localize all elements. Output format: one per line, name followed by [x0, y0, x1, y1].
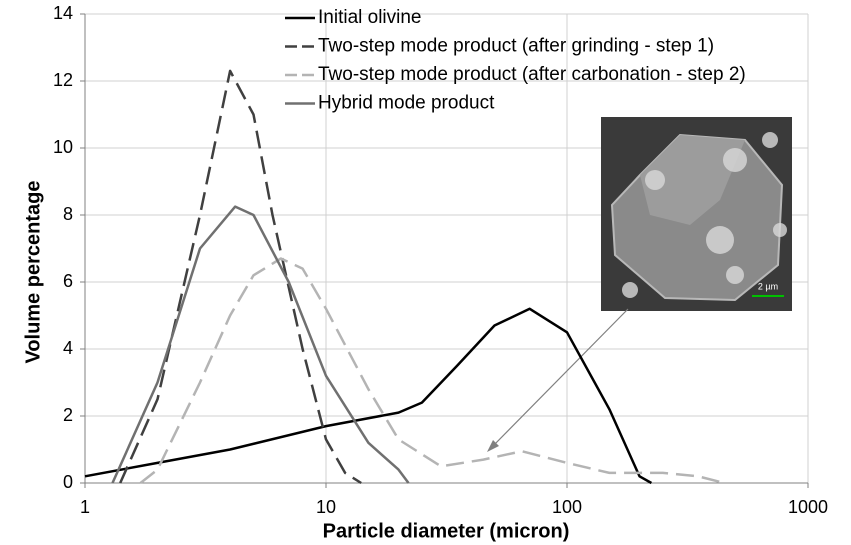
y-tick-label: 4 [63, 338, 73, 358]
data-line [119, 69, 362, 485]
arrow-head [487, 440, 499, 452]
y-tick-label: 2 [63, 405, 73, 425]
y-axis-label: Volume percentage [22, 180, 44, 363]
particle [706, 226, 734, 254]
x-axis-label: Particle diameter (micron) [323, 520, 570, 542]
y-tick-label: 12 [53, 70, 73, 90]
x-tick-label: 1000 [788, 497, 828, 517]
x-tick-label: 1 [80, 497, 90, 517]
y-tick-label: 14 [53, 3, 73, 23]
particle [645, 170, 665, 190]
data-line [84, 307, 653, 485]
particle [773, 223, 787, 237]
x-tick-label: 10 [316, 497, 336, 517]
inset-scale-label: 2 µm [758, 281, 778, 291]
annotation-arrow [489, 308, 629, 450]
crystal-face [640, 135, 745, 225]
y-tick-label: 0 [63, 472, 73, 492]
legend-label: Initial olivine [318, 7, 422, 28]
particle [762, 132, 778, 148]
particle [622, 282, 638, 298]
inset-image: 2 µm [601, 117, 792, 311]
legend-label: Two-step mode product (after carbonation… [318, 64, 746, 85]
y-tick-label: 8 [63, 204, 73, 224]
particle [723, 148, 747, 172]
data-line [111, 205, 410, 484]
y-tick-label: 10 [53, 137, 73, 157]
legend-label: Hybrid mode product [318, 93, 495, 114]
particle [726, 266, 744, 284]
y-tick-label: 6 [63, 271, 73, 291]
legend-label: Two-step mode product (after grinding - … [318, 36, 714, 57]
x-tick-label: 100 [552, 497, 582, 517]
